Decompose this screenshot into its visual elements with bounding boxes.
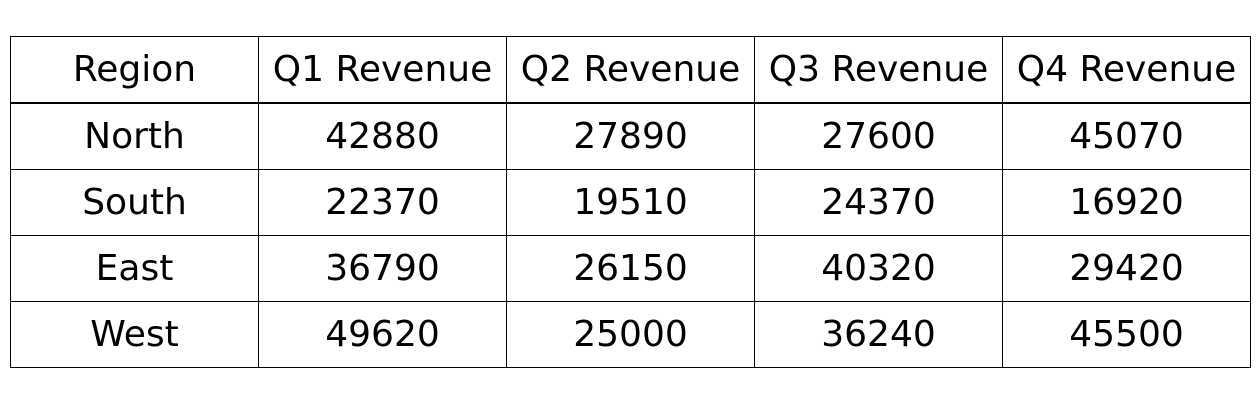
column-header-q2-revenue: Q2 Revenue	[506, 36, 755, 104]
region-cell: East	[10, 235, 259, 302]
q2-revenue-cell: 19510	[506, 169, 755, 236]
q3-revenue-cell: 36240	[754, 301, 1003, 368]
q4-revenue-cell: 16920	[1002, 169, 1251, 236]
q1-revenue-cell: 49620	[258, 301, 507, 368]
column-header-region: Region	[10, 36, 259, 104]
table-row-west: West 49620 25000 36240 45500	[10, 301, 1251, 368]
q3-revenue-cell: 24370	[754, 169, 1003, 236]
column-header-q3-revenue: Q3 Revenue	[754, 36, 1003, 104]
q2-revenue-cell: 25000	[506, 301, 755, 368]
q2-revenue-cell: 26150	[506, 235, 755, 302]
column-header-q1-revenue: Q1 Revenue	[258, 36, 507, 104]
table-header: Region Q1 Revenue Q2 Revenue Q3 Revenue …	[10, 36, 1251, 104]
header-row: Region Q1 Revenue Q2 Revenue Q3 Revenue …	[10, 36, 1251, 104]
table-row-north: North 42880 27890 27600 45070	[10, 102, 1251, 170]
column-header-q4-revenue: Q4 Revenue	[1002, 36, 1251, 104]
q4-revenue-cell: 29420	[1002, 235, 1251, 302]
revenue-table: Region Q1 Revenue Q2 Revenue Q3 Revenue …	[10, 36, 1251, 368]
table-row-south: South 22370 19510 24370 16920	[10, 169, 1251, 236]
q4-revenue-cell: 45500	[1002, 301, 1251, 368]
table-row-east: East 36790 26150 40320 29420	[10, 235, 1251, 302]
region-cell: West	[10, 301, 259, 368]
q1-revenue-cell: 22370	[258, 169, 507, 236]
q3-revenue-cell: 40320	[754, 235, 1003, 302]
q3-revenue-cell: 27600	[754, 102, 1003, 170]
q2-revenue-cell: 27890	[506, 102, 755, 170]
q1-revenue-cell: 42880	[258, 102, 507, 170]
region-cell: South	[10, 169, 259, 236]
q4-revenue-cell: 45070	[1002, 102, 1251, 170]
table-body: North 42880 27890 27600 45070 South 2237…	[10, 102, 1251, 368]
q1-revenue-cell: 36790	[258, 235, 507, 302]
region-cell: North	[10, 102, 259, 170]
